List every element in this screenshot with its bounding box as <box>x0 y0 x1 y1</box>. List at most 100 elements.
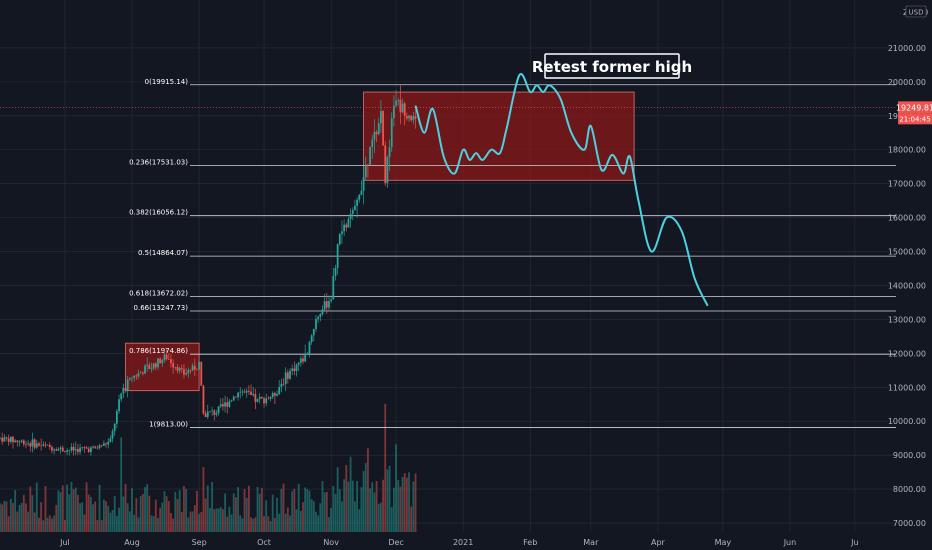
volume-bar <box>122 496 125 532</box>
volume-bar <box>25 503 27 532</box>
volume-bar <box>70 482 73 532</box>
candle-body <box>334 268 337 277</box>
volume-bar <box>148 495 151 532</box>
candle-body <box>401 103 404 113</box>
fib-label: 0(19915.14) <box>145 78 189 86</box>
annotation[interactable]: Retest former high <box>532 53 692 79</box>
volume-bar <box>96 520 99 532</box>
y-tick-label: 15000.00 <box>888 248 926 257</box>
volume-bar <box>204 498 207 532</box>
volume-bar <box>371 482 374 532</box>
y-tick-label: 12000.00 <box>888 349 926 358</box>
x-tick-label: Oct <box>257 538 271 547</box>
candle-body <box>243 391 246 393</box>
candle-body <box>308 341 311 354</box>
candle-body <box>358 194 361 200</box>
volume-bar <box>215 508 218 532</box>
volume-bar <box>297 483 300 532</box>
candle-body <box>25 444 27 445</box>
volume-bar <box>382 479 384 532</box>
candle-body <box>59 447 62 449</box>
candle-body <box>118 399 120 412</box>
volume-bar <box>64 520 66 532</box>
projection-path[interactable] <box>414 72 709 307</box>
volume-bar <box>66 484 68 532</box>
fib-label: 0.382(16056.12) <box>129 209 188 217</box>
volume-bar <box>358 509 361 532</box>
volume-bar <box>133 514 136 532</box>
x-tick-label: Dec <box>388 538 403 547</box>
candle-body <box>382 111 384 146</box>
volume-bar <box>170 513 172 532</box>
candle-body <box>360 190 363 195</box>
candle-body <box>170 359 172 364</box>
volume-bar <box>131 488 133 532</box>
projection-line <box>414 72 709 307</box>
fib-label: 0.618(13672.02) <box>129 290 188 298</box>
volume-bar <box>135 498 138 532</box>
candle-body <box>405 115 408 119</box>
volume-bar <box>196 490 198 532</box>
candle-body <box>183 369 185 375</box>
volume-bar <box>265 500 268 532</box>
volume-bar <box>31 495 34 532</box>
candle-body <box>351 210 354 214</box>
candle-body <box>217 406 220 414</box>
volume-bar <box>85 482 88 532</box>
candle-body <box>94 446 97 448</box>
volume-bar <box>282 483 285 532</box>
candle-body <box>46 444 49 446</box>
candle-body <box>61 447 64 452</box>
candle-body <box>89 447 92 452</box>
volume-bar <box>280 488 283 532</box>
time-axis[interactable]: Jul Aug Sep Oct Nov Dec 2021 Feb Mar Apr May Jun Ju <box>59 538 858 547</box>
candle-body <box>219 404 222 407</box>
volume-bar <box>284 513 287 532</box>
volume-bar <box>343 479 346 532</box>
x-tick-label: Aug <box>124 538 140 547</box>
candle-body <box>98 445 101 448</box>
volume-bar <box>291 491 294 532</box>
candle-body <box>304 353 307 362</box>
x-tick-label: Feb <box>523 538 537 547</box>
volume-bar <box>98 484 101 532</box>
candle-body <box>286 372 289 379</box>
candle-body <box>107 441 110 445</box>
candle-body <box>347 218 350 228</box>
volume-bar <box>159 507 162 532</box>
candle-body <box>126 379 129 391</box>
candlesticks <box>0 85 417 456</box>
volume-bar <box>258 493 261 532</box>
volume-bar <box>68 494 71 532</box>
candle-body <box>79 447 81 453</box>
volume-bar <box>232 493 235 532</box>
candle-body <box>1 437 4 442</box>
volume-bar <box>141 494 144 532</box>
volume-bar <box>263 516 265 532</box>
volume-bars <box>0 403 417 532</box>
fibonacci-retracement[interactable]: 0(19915.14) 0.236(17531.03) 0.382(16056.12… <box>0 78 896 429</box>
candle-body <box>206 411 209 417</box>
annotation-box <box>544 53 680 79</box>
candle-body <box>113 423 116 432</box>
currency-badge[interactable] <box>905 5 927 18</box>
volume-bar <box>395 444 397 532</box>
volume-bar <box>189 511 192 532</box>
candle-body <box>83 447 86 448</box>
volume-bar <box>20 502 23 532</box>
candle-body <box>273 393 276 396</box>
volume-bar <box>397 479 400 532</box>
candle-body <box>48 444 51 447</box>
fib-label: 0.786(11974.86) <box>129 347 188 355</box>
volume-bar <box>81 502 84 532</box>
volume-bar <box>360 487 363 532</box>
candle-body <box>0 437 1 439</box>
volume-bar <box>369 488 371 532</box>
candle-body <box>354 205 356 211</box>
volume-bar <box>289 515 291 532</box>
volume-bar <box>315 511 317 532</box>
volume-bar <box>59 492 62 532</box>
candle-body <box>256 399 259 402</box>
